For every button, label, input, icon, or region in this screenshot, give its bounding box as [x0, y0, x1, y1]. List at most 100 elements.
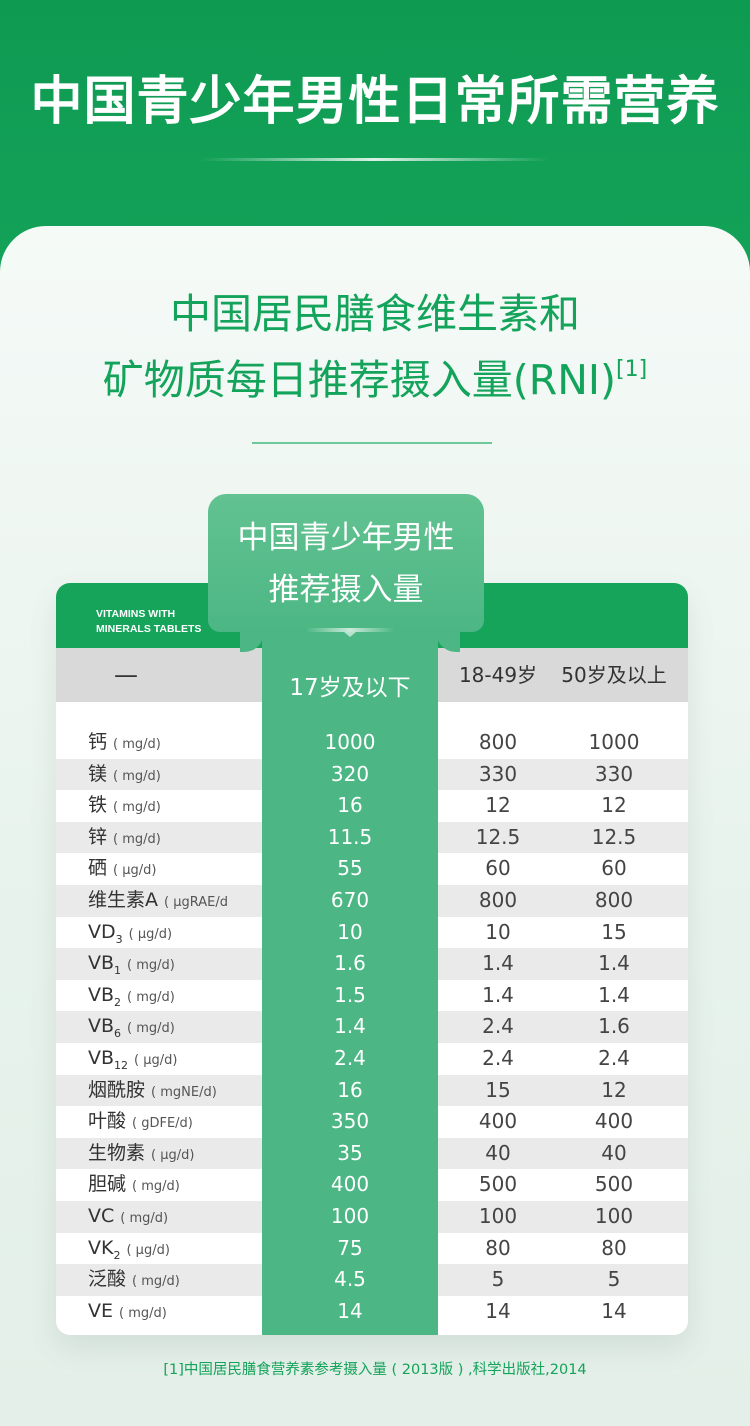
column-header-18-49: 18-49岁 [458, 663, 538, 687]
highlight-title-line2: 推荐摄入量 [268, 572, 424, 608]
value-18-49: 40 [485, 1140, 511, 1165]
nutrient-label: VC ( mg/d) [88, 1201, 168, 1235]
highlight-title: 中国青少年男性 推荐摄入量 [208, 512, 484, 616]
nutrient-subscript: 2 [114, 995, 122, 1009]
value-50-plus: 400 [594, 1109, 634, 1134]
column-header-nutrient: — [114, 661, 138, 689]
nutrient-name: VE [88, 1299, 114, 1322]
value-18-49: 2.4 [482, 1014, 514, 1039]
value-50-plus: 15 [601, 919, 627, 944]
value-18-49: 80 [485, 1235, 511, 1260]
nutrient-label: VD3 ( μg/d) [88, 917, 172, 955]
nutrient-label: 锌 ( mg/d) [88, 822, 161, 856]
nutrient-name: VK [88, 1236, 114, 1259]
value-17-under: 400 [330, 1172, 370, 1197]
nutrient-name: 胆碱 [88, 1173, 127, 1196]
nutrient-name: 铁 [88, 794, 108, 817]
value-17-under: 16 [337, 1077, 363, 1102]
value-17-under: 1.5 [334, 982, 366, 1007]
section-subtitle: 中国居民膳食维生素和 矿物质每日推荐摄入量(RNI)[1] [0, 286, 750, 408]
table-row: 铁 ( mg/d) 12 12 [56, 790, 688, 822]
value-50-plus: 330 [594, 761, 634, 786]
nutrient-name: VC [88, 1205, 115, 1227]
nutrient-label: 铁 ( mg/d) [88, 790, 161, 824]
nutrient-name: VB [88, 1047, 115, 1069]
nutrient-unit: ( μg/d) [128, 926, 173, 942]
nutrient-unit: ( μg/d) [126, 1242, 170, 1258]
value-17-under: 16 [337, 793, 363, 818]
value-18-49: 2.4 [482, 1046, 514, 1070]
column-header-17-under: 17岁及以下 [289, 675, 411, 701]
table-row: VE ( mg/d) 14 14 [56, 1296, 688, 1328]
value-17-under: 14 [337, 1298, 363, 1323]
value-17-under: 55 [337, 856, 363, 881]
nutrient-subscript: 12 [114, 1058, 129, 1072]
value-50-plus: 12 [601, 793, 627, 818]
nutrient-label: 维生素A ( μgRAE/d [88, 885, 228, 919]
table-row: 叶酸 ( gDFE/d) 400 400 [56, 1106, 688, 1138]
nutrient-label: 生物素 ( μg/d) [88, 1138, 194, 1172]
subtitle-line1: 中国居民膳食维生素和 [170, 290, 580, 338]
nutrient-unit: ( mgNE/d) [151, 1084, 217, 1100]
nutrient-subscript: 2 [113, 1248, 121, 1262]
value-50-plus: 80 [601, 1235, 627, 1260]
nutrient-unit: ( mg/d) [113, 831, 161, 847]
nutrient-unit: ( mg/d) [113, 800, 161, 816]
value-17-under: 35 [337, 1140, 363, 1165]
nutrient-name: 硒 [88, 857, 108, 880]
value-17-under: 670 [330, 888, 370, 912]
value-50-plus: 800 [594, 888, 634, 912]
nutrient-unit: ( mg/d) [132, 1179, 180, 1195]
table-row: VB2 ( mg/d) 1.4 1.4 [56, 980, 688, 1012]
subtitle-line2-text: 矿物质每日推荐摄入量(RNI) [102, 356, 617, 404]
value-18-49: 15 [485, 1077, 511, 1102]
value-50-plus: 1.4 [598, 982, 630, 1007]
nutrient-unit: ( mg/d) [113, 768, 161, 784]
highlight-divider-arrow-icon [344, 632, 356, 637]
value-18-49: 500 [478, 1172, 518, 1197]
table-row: VB12 ( μg/d) 2.4 2.4 [56, 1043, 688, 1075]
title-divider [200, 158, 550, 161]
nutrient-unit: ( mg/d) [132, 1274, 180, 1290]
table-row: 硒 ( μg/d) 60 60 [56, 853, 688, 885]
highlight-title-line1: 中国青少年男性 [237, 520, 455, 556]
nutrient-subscript: 1 [114, 963, 122, 977]
nutrient-unit: ( mg/d) [127, 958, 175, 974]
nutrient-name: VB [88, 952, 115, 975]
nutrient-name: 维生素A [88, 889, 158, 911]
value-18-49: 14 [485, 1298, 511, 1323]
value-18-49: 60 [485, 856, 511, 881]
table-row: VK2 ( μg/d) 80 80 [56, 1233, 688, 1265]
nutrient-label: 叶酸 ( gDFE/d) [88, 1106, 193, 1140]
nutrient-name: VD [88, 920, 116, 943]
nutrient-unit: ( mg/d) [127, 1021, 175, 1037]
nutrient-unit: ( μg/d) [134, 1053, 178, 1068]
column-header-50-plus: 50岁及以上 [561, 663, 667, 687]
value-18-49: 1.4 [482, 951, 514, 976]
value-50-plus: 500 [594, 1172, 634, 1197]
nutrient-label: 钙 ( mg/d) [88, 727, 161, 761]
nutrient-unit: ( μg/d) [151, 1147, 195, 1163]
nutrient-name: VB [88, 1015, 115, 1038]
value-17-under: 1000 [324, 730, 376, 754]
nutrient-label: VK2 ( μg/d) [88, 1233, 170, 1271]
nutrient-label: 胆碱 ( mg/d) [88, 1169, 180, 1203]
value-17-under: 2.4 [334, 1046, 366, 1070]
nutrient-label: 镁 ( mg/d) [88, 759, 161, 793]
highlight-header-tab [208, 494, 484, 632]
table-row: 胆碱 ( mg/d) 500 500 [56, 1169, 688, 1201]
value-18-49: 400 [478, 1109, 518, 1134]
nutrient-label: VE ( mg/d) [88, 1296, 167, 1330]
value-18-49: 800 [478, 730, 518, 754]
value-17-under: 11.5 [327, 824, 373, 849]
value-50-plus: 1.4 [598, 951, 630, 976]
subtitle-reference: [1] [616, 357, 648, 382]
nutrient-name: 锌 [88, 825, 108, 848]
nutrient-unit: ( μg/d) [113, 863, 157, 879]
value-18-49: 12.5 [475, 824, 521, 849]
value-18-49: 12 [485, 793, 511, 818]
highlight-divider [306, 628, 394, 632]
subtitle-line2: 矿物质每日推荐摄入量(RNI)[1] [0, 342, 750, 408]
value-50-plus: 60 [601, 856, 627, 881]
value-18-49: 800 [478, 888, 518, 912]
